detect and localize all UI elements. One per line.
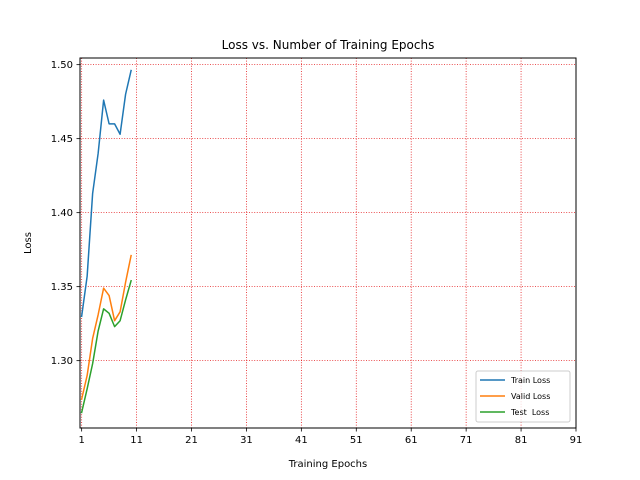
x-axis-ticks: 1 11 21 31 41 51 61 71 81 91 xyxy=(78,428,582,446)
chart-title: Loss vs. Number of Training Epochs xyxy=(222,38,435,52)
x-tick-label: 91 xyxy=(570,435,583,446)
x-tick-label: 71 xyxy=(460,435,473,446)
y-axis-label: Loss xyxy=(23,232,34,254)
y-tick-label: 1.30 xyxy=(51,356,73,367)
plot-area-frame xyxy=(79,57,577,429)
series-line-train-loss xyxy=(80,69,132,318)
legend-label-valid-loss: Valid Loss xyxy=(511,392,550,401)
x-tick-label: 11 xyxy=(130,435,143,446)
x-tick-label: 21 xyxy=(185,435,198,446)
x-axis-label: Training Epochs xyxy=(288,459,367,470)
x-tick-label: 41 xyxy=(295,435,308,446)
x-tick-label: 1 xyxy=(78,435,84,446)
legend-label-train-loss: Train Loss xyxy=(510,376,550,385)
y-tick-label: 1.40 xyxy=(51,208,73,219)
series-line-valid-loss xyxy=(80,254,132,401)
series-lines xyxy=(80,69,133,414)
y-tick-label: 1.45 xyxy=(51,134,73,145)
legend: Train Loss Valid Loss Test Loss xyxy=(475,370,571,423)
x-tick-label: 61 xyxy=(405,435,418,446)
y-tick-label: 1.50 xyxy=(51,60,73,71)
y-tick-label: 1.35 xyxy=(51,282,73,293)
legend-label-test-loss: Test Loss xyxy=(510,408,549,417)
y-axis-ticks: 1.30 1.35 1.40 1.45 1.50 xyxy=(51,60,80,367)
series-line-test-loss xyxy=(80,279,133,414)
x-tick-label: 31 xyxy=(240,435,253,446)
x-tick-label: 81 xyxy=(515,435,528,446)
legend-box xyxy=(475,370,571,423)
x-tick-label: 51 xyxy=(350,435,363,446)
